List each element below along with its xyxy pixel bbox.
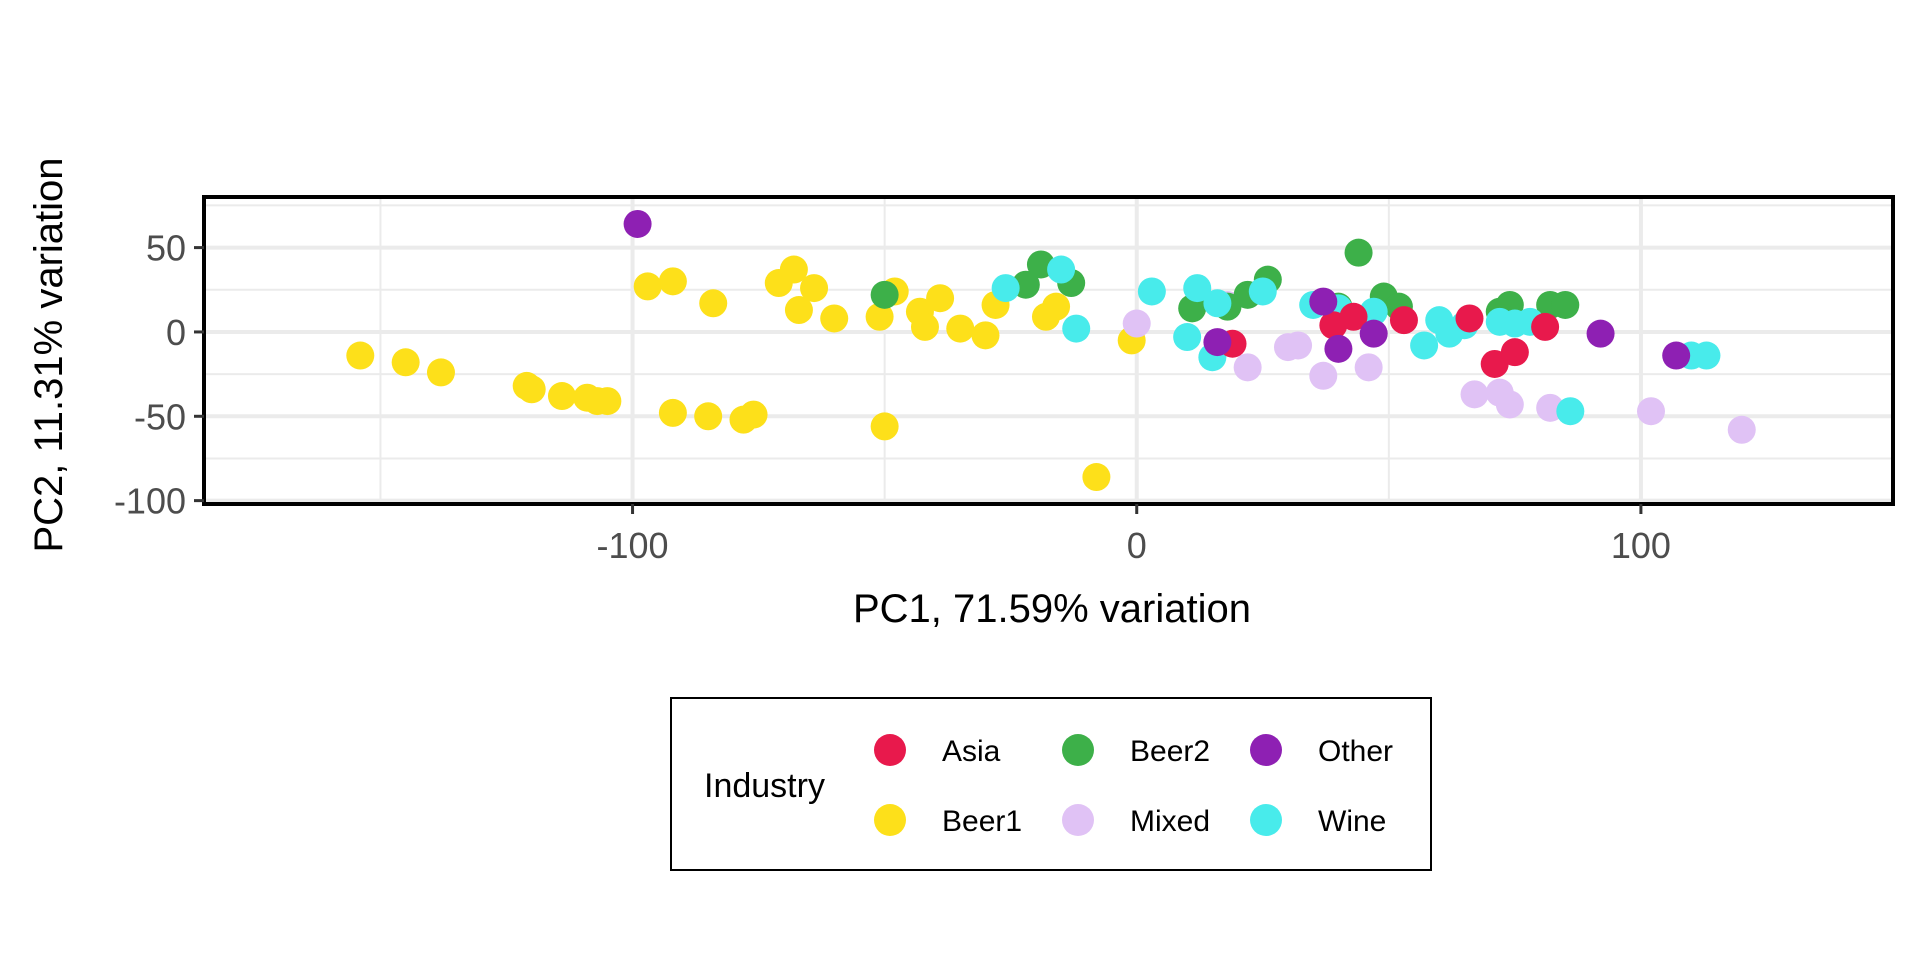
series-beer1 xyxy=(346,255,1146,492)
data-point-beer1 xyxy=(426,358,455,387)
data-point-wine xyxy=(1410,331,1439,360)
legend-box xyxy=(670,697,1432,871)
data-point-beer1 xyxy=(517,375,546,404)
legend: Industry Asia Beer2 Other Beer1 Mixed Wine xyxy=(670,697,1432,871)
data-point-mixed xyxy=(1354,353,1383,382)
legend-key-other xyxy=(1250,734,1282,766)
data-point-beer1 xyxy=(391,348,420,377)
data-point-other xyxy=(1309,287,1338,316)
data-point-beer1 xyxy=(658,267,687,296)
y-tick-label: 50 xyxy=(146,228,186,269)
legend-key-asia xyxy=(874,734,906,766)
series-other xyxy=(623,209,1691,370)
legend-label-other: Other xyxy=(1318,735,1393,768)
series-asia xyxy=(1218,302,1560,378)
data-point-asia xyxy=(1531,312,1560,341)
data-point-beer1 xyxy=(910,312,939,341)
data-point-beer2 xyxy=(1344,238,1373,267)
data-point-mixed xyxy=(1460,380,1489,409)
data-point-beer1 xyxy=(593,387,622,416)
data-point-asia xyxy=(1339,302,1368,331)
data-point-beer1 xyxy=(739,400,768,429)
data-point-mixed xyxy=(1309,361,1338,390)
data-point-other xyxy=(1662,341,1691,370)
data-point-wine xyxy=(1248,277,1277,306)
data-point-beer2 xyxy=(1551,290,1580,319)
legend-key-wine xyxy=(1250,804,1282,836)
y-tick-label: -50 xyxy=(134,396,186,437)
data-point-beer1 xyxy=(699,289,728,318)
data-point-beer1 xyxy=(346,341,375,370)
data-point-mixed xyxy=(1284,331,1313,360)
data-point-mixed xyxy=(1122,309,1151,338)
data-point-wine xyxy=(991,274,1020,303)
legend-key-mixed xyxy=(1062,804,1094,836)
legend-items: Asia Beer2 Other Beer1 Mixed Wine xyxy=(874,734,1393,838)
data-point-beer1 xyxy=(658,398,687,427)
x-tick-label: -100 xyxy=(597,525,669,566)
y-tick-label: -100 xyxy=(114,481,186,522)
data-point-wine xyxy=(1047,255,1076,284)
data-point-other xyxy=(1203,328,1232,357)
data-point-beer1 xyxy=(946,314,975,343)
x-tick-label: 0 xyxy=(1127,525,1147,566)
data-point-mixed xyxy=(1495,390,1524,419)
data-point-beer1 xyxy=(784,296,813,325)
legend-label-beer2: Beer2 xyxy=(1130,735,1210,768)
data-point-wine xyxy=(1203,289,1232,318)
data-point-beer1 xyxy=(870,412,899,441)
legend-key-beer2 xyxy=(1062,734,1094,766)
plot-frame xyxy=(202,195,1895,506)
data-point-other xyxy=(1586,319,1615,348)
data-point-beer1 xyxy=(1082,463,1111,492)
data-point-mixed xyxy=(1636,397,1665,426)
data-point-other xyxy=(1359,319,1388,348)
y-tick-label: 0 xyxy=(166,312,186,353)
data-point-wine xyxy=(1692,341,1721,370)
legend-label-beer1: Beer1 xyxy=(942,805,1022,838)
data-point-beer1 xyxy=(820,304,849,333)
legend-title: Industry xyxy=(704,767,825,805)
data-point-other xyxy=(1324,334,1353,363)
data-point-beer1 xyxy=(1042,292,1071,321)
data-point-beer1 xyxy=(800,274,829,303)
data-point-wine xyxy=(1183,274,1212,303)
data-point-beer1 xyxy=(926,284,955,313)
legend-key-beer1 xyxy=(874,804,906,836)
data-point-asia xyxy=(1389,306,1418,335)
data-point-wine xyxy=(1137,277,1166,306)
legend-label-asia: Asia xyxy=(942,735,1001,768)
data-point-asia xyxy=(1480,349,1509,378)
y-axis-title: PC2, 11.31% variation xyxy=(27,157,71,552)
data-point-mixed xyxy=(1233,353,1262,382)
data-point-other xyxy=(623,209,652,238)
data-point-beer1 xyxy=(865,302,894,331)
ticks-layer: -100 0 100 50 0 -50 -100 xyxy=(114,228,1671,566)
x-tick-label: 100 xyxy=(1611,525,1671,566)
data-point-wine xyxy=(1556,397,1585,426)
data-point-asia xyxy=(1500,338,1529,367)
x-axis-title: PC1, 71.59% variation xyxy=(853,587,1251,631)
data-point-mixed xyxy=(1727,415,1756,444)
data-point-beer1 xyxy=(971,321,1000,350)
legend-label-mixed: Mixed xyxy=(1130,805,1210,838)
points-layer xyxy=(346,209,1756,492)
legend-label-wine: Wine xyxy=(1318,805,1386,838)
data-point-beer2 xyxy=(870,280,899,309)
data-point-beer1 xyxy=(779,255,808,284)
data-point-wine xyxy=(1062,314,1091,343)
data-point-asia xyxy=(1455,304,1484,333)
data-point-beer1 xyxy=(633,272,662,301)
data-point-beer1 xyxy=(547,382,576,411)
data-point-wine xyxy=(1173,323,1202,352)
data-point-beer1 xyxy=(694,402,723,431)
